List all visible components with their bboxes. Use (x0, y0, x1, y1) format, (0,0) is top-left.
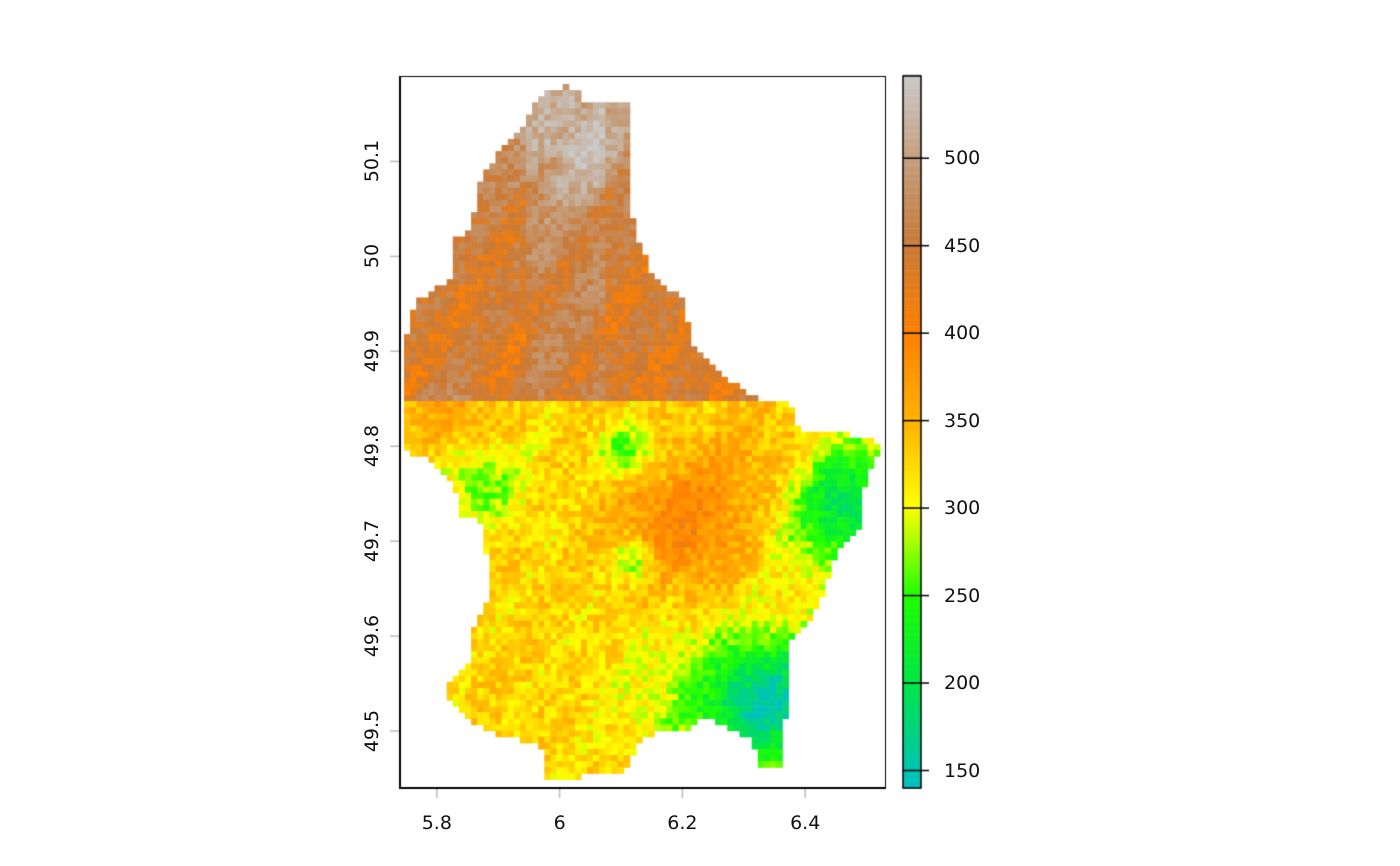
y-tick-label: 50.1 (361, 140, 383, 183)
y-tick-label: 50 (361, 244, 383, 269)
legend-tick-label: 200 (944, 672, 981, 695)
legend-tick-label: 300 (944, 497, 981, 520)
legend-tick-label: 150 (944, 759, 981, 782)
x-tick-label: 6 (553, 812, 566, 834)
y-tick-label: 49.7 (361, 520, 383, 563)
x-tick-label: 5.8 (421, 812, 452, 834)
y-tick-label: 49.5 (361, 709, 383, 753)
legend-tick-label: 450 (944, 234, 981, 257)
y-tick-label: 49.6 (361, 614, 383, 658)
legend-tick-label: 250 (944, 584, 981, 607)
x-tick-label: 6.2 (667, 812, 698, 834)
x-tick-label: 6.4 (790, 812, 821, 834)
legend-tick-label: 500 (944, 147, 981, 170)
y-tick-label: 49.9 (361, 330, 383, 373)
legend-tick-label: 350 (944, 409, 981, 432)
y-tick-label: 49.8 (361, 425, 383, 468)
legend-tick-label: 400 (944, 322, 981, 345)
